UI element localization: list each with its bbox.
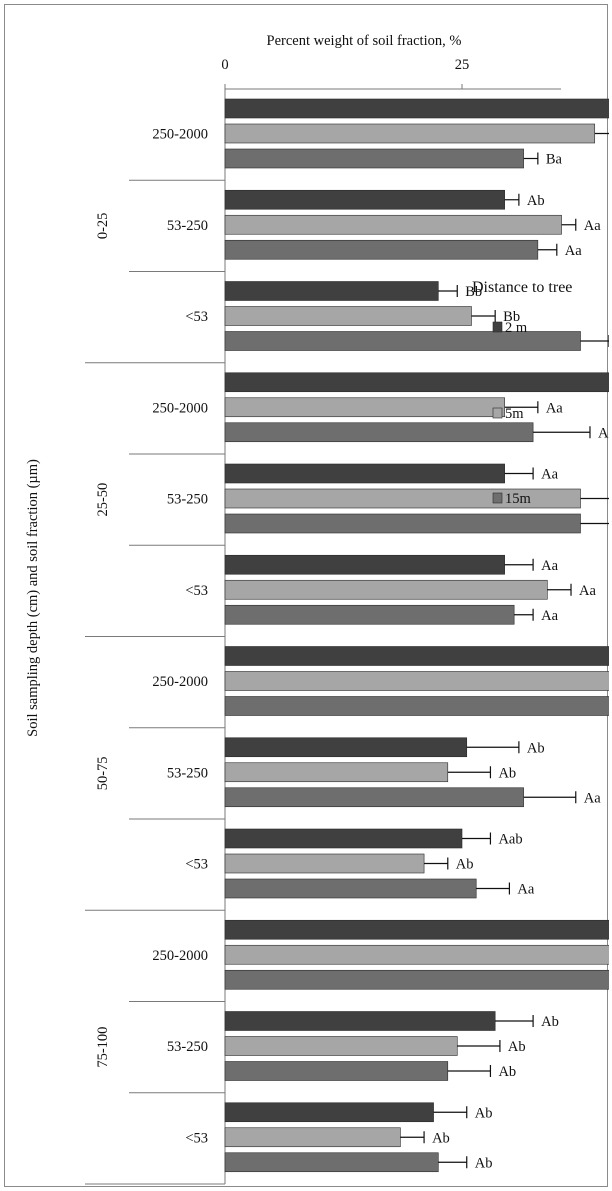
significance-letter: Aa xyxy=(517,882,534,898)
bar-5m xyxy=(224,762,449,783)
fraction-label: 53-250 xyxy=(167,765,208,781)
legend-swatch xyxy=(492,321,503,333)
bar-15m xyxy=(224,604,515,625)
bar-15m xyxy=(224,331,581,351)
significance-letter: Aa xyxy=(541,608,558,624)
significance-letter: Ab xyxy=(498,1064,516,1080)
bar-5m xyxy=(224,306,472,326)
depth-label: 25-50 xyxy=(95,483,111,517)
significance-letter: Bb xyxy=(503,309,520,325)
significance-letter: Ab xyxy=(475,1105,493,1121)
fraction-label: <53 xyxy=(185,857,208,873)
significance-letter: Ba xyxy=(546,152,563,168)
significance-letter: Aa xyxy=(598,425,609,441)
bar-5m xyxy=(224,944,609,965)
fraction-label: 250-2000 xyxy=(152,400,208,416)
significance-letter: Aa xyxy=(541,558,558,574)
bar-15m xyxy=(224,513,581,534)
fraction-label: 53-250 xyxy=(167,1039,208,1055)
bar-2m xyxy=(224,554,505,575)
bar-5m xyxy=(224,214,562,235)
significance-letter: Ab xyxy=(541,1014,559,1030)
fraction-label: <53 xyxy=(185,1130,208,1146)
y-axis-title: Soil sampling depth (cm) and soil fracti… xyxy=(25,459,41,737)
bar-2m xyxy=(224,646,609,666)
fraction-label: 250-2000 xyxy=(152,127,208,143)
bar-5m xyxy=(224,671,609,691)
bar-2m xyxy=(224,919,609,940)
legend-swatch xyxy=(492,492,503,504)
significance-letter: Ab xyxy=(475,1155,493,1171)
fraction-label: <53 xyxy=(185,309,208,325)
bar-15m xyxy=(224,239,539,260)
bar-2m xyxy=(224,372,609,393)
fraction-label: 250-2000 xyxy=(152,674,208,690)
bar-chart: Percent weight of soil fraction, % Soil … xyxy=(25,33,609,1185)
bar-2m xyxy=(224,1102,434,1123)
bar-15m xyxy=(224,696,609,716)
significance-letter: Aa xyxy=(541,467,558,483)
legend-swatch xyxy=(492,407,503,419)
significance-letter: Ab xyxy=(432,1130,450,1146)
bar-5m xyxy=(224,1127,401,1148)
bar-5m xyxy=(224,579,548,600)
bar-2m xyxy=(224,1011,496,1031)
bar-2m xyxy=(224,463,505,484)
bar-5m xyxy=(224,123,596,144)
chart-frame: Percent weight of soil fraction, % Soil … xyxy=(4,4,609,1187)
x-axis-title: Percent weight of soil fraction, % xyxy=(267,33,462,49)
significance-letter: Bb xyxy=(465,284,482,300)
bar-15m xyxy=(224,878,477,899)
bar-15m xyxy=(224,787,524,808)
x-tick-label: 25 xyxy=(455,57,470,73)
bar-5m xyxy=(224,853,425,874)
depth-label: 0-25 xyxy=(95,213,111,240)
significance-letter: Aa xyxy=(546,400,563,416)
bar-5m xyxy=(224,397,505,418)
significance-letter: Ab xyxy=(498,765,516,781)
depth-label: 75-100 xyxy=(95,1027,111,1068)
significance-letter: Ab xyxy=(527,193,545,209)
legend-title: Distance to tree xyxy=(472,279,572,296)
significance-letter: Ab xyxy=(456,857,474,873)
bar-5m xyxy=(224,1036,458,1056)
fraction-label: 53-250 xyxy=(167,492,208,508)
legend-label: 5m xyxy=(505,406,524,422)
fraction-label: 250-2000 xyxy=(152,948,208,964)
significance-letter: Aab xyxy=(498,832,522,848)
fraction-label: 53-250 xyxy=(167,218,208,234)
bar-2m xyxy=(224,828,463,849)
significance-letter: Aa xyxy=(565,243,582,259)
bar-15m xyxy=(224,969,609,990)
fraction-label: <53 xyxy=(185,583,208,599)
bar-15m xyxy=(224,1061,449,1081)
legend-label: 15m xyxy=(505,491,532,507)
plot-area: 025500-25250-2000AaABaBa53-250AbAaAa<53B… xyxy=(85,57,609,1185)
bar-2m xyxy=(224,737,468,758)
x-tick-label: 0 xyxy=(221,57,228,73)
bar-15m xyxy=(224,1152,439,1173)
bar-15m xyxy=(224,422,534,443)
legend-label: 2 m xyxy=(505,320,528,336)
significance-letter: Aa xyxy=(584,790,601,806)
bar-2m xyxy=(224,281,439,301)
bar-15m xyxy=(224,148,524,169)
bar-2m xyxy=(224,98,609,119)
significance-letter: Aa xyxy=(584,218,601,234)
bar-2m xyxy=(224,189,505,210)
significance-letter: Ab xyxy=(508,1039,526,1055)
significance-letter: Ab xyxy=(527,740,545,756)
depth-label: 50-75 xyxy=(95,756,111,790)
significance-letter: Aa xyxy=(579,583,596,599)
